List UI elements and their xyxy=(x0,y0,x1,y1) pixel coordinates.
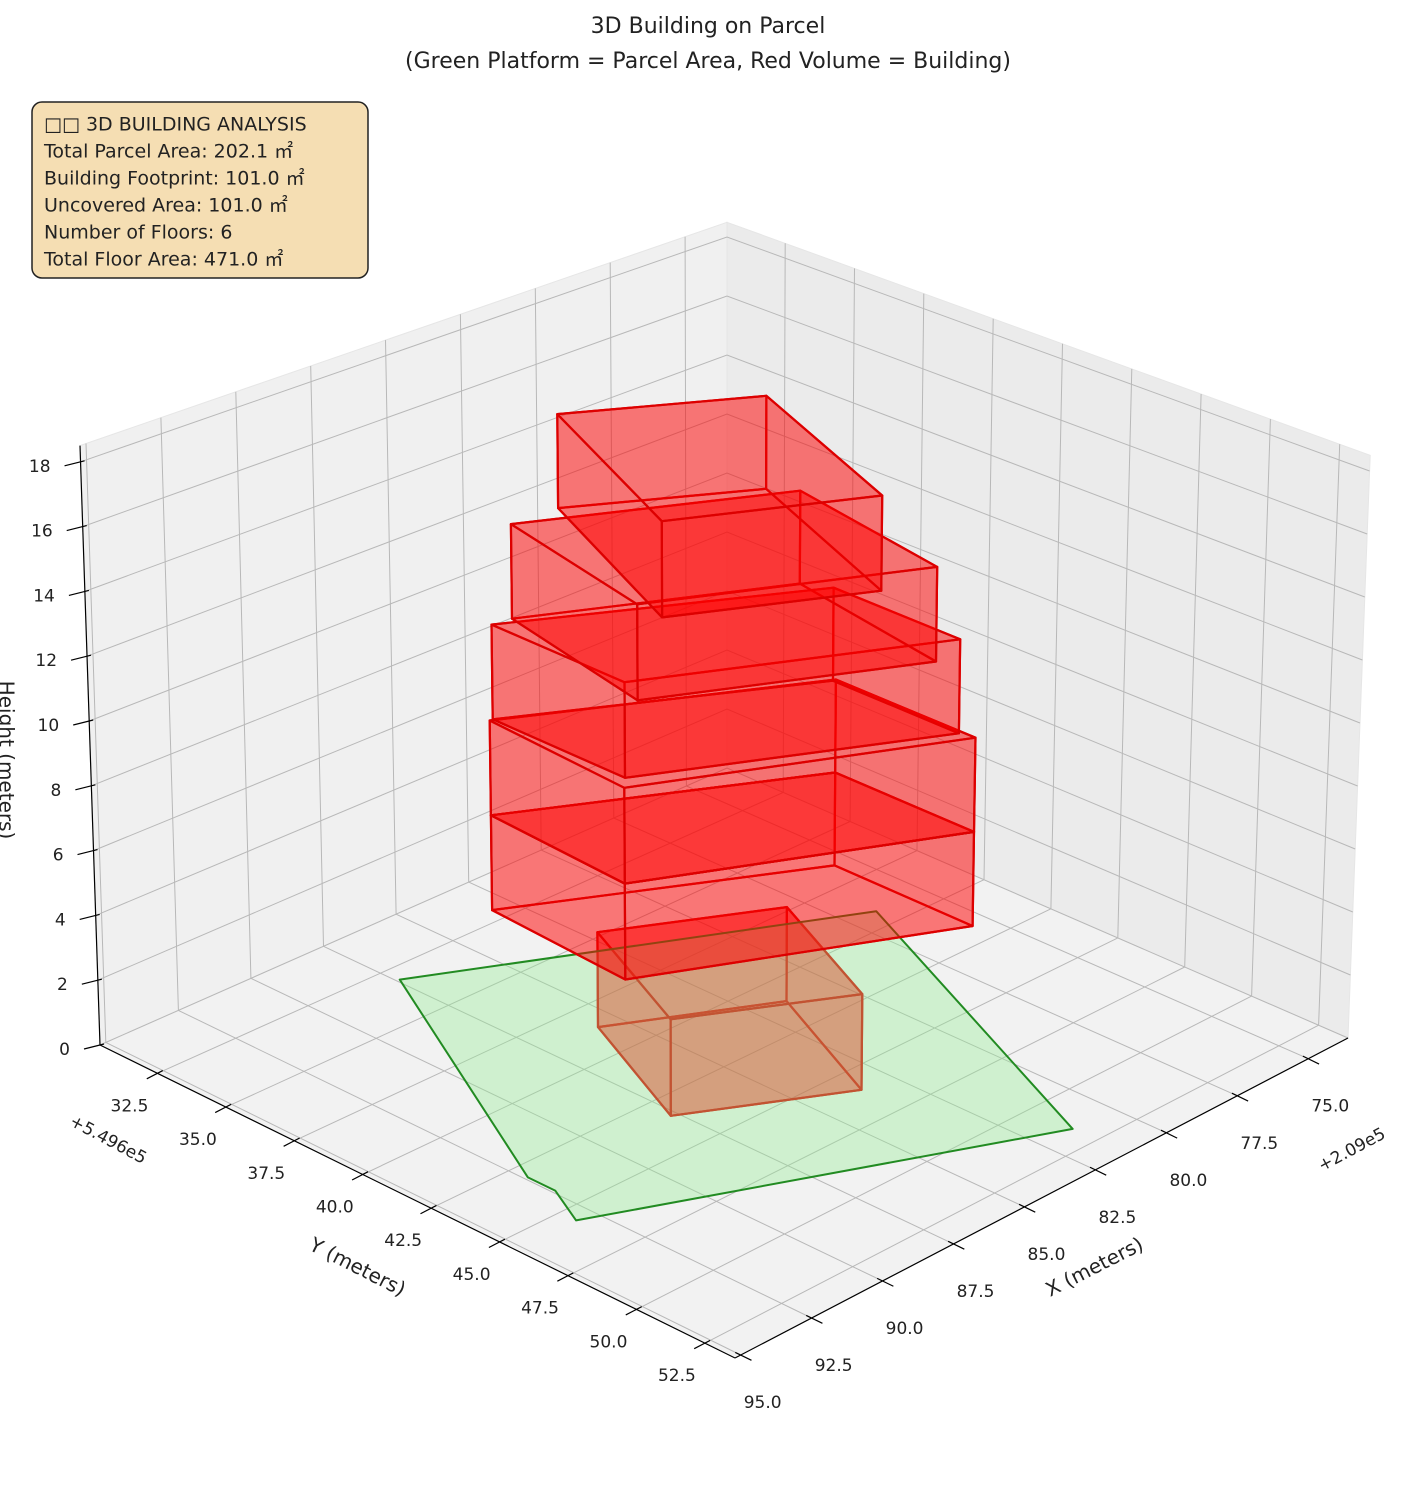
x-tick-label: 92.5 xyxy=(815,1356,853,1376)
y-axis-line xyxy=(99,1044,736,1359)
x-tick xyxy=(1231,1092,1249,1102)
y-tick-label: 35.0 xyxy=(179,1130,217,1150)
x-tick xyxy=(947,1240,965,1250)
marks xyxy=(398,394,1074,1222)
grid-line xyxy=(82,295,1368,535)
z-tick xyxy=(79,913,100,920)
x-offset-label: +2.09e5 xyxy=(1315,1124,1389,1176)
x-tick xyxy=(1089,1166,1107,1176)
y-tick-label: 37.5 xyxy=(247,1164,285,1184)
x-tick-label: 75.0 xyxy=(1311,1097,1349,1117)
grid-line xyxy=(80,236,1370,472)
x-tick xyxy=(1302,1055,1320,1065)
z-tick-label: 2 xyxy=(57,975,68,995)
y-tick-label: 40.0 xyxy=(316,1198,354,1218)
x-tick-label: 77.5 xyxy=(1240,1134,1278,1154)
grid-line xyxy=(95,649,1353,916)
x-tick-label: 90.0 xyxy=(886,1319,924,1339)
grid-line xyxy=(86,413,1363,661)
grid-line xyxy=(97,708,1351,981)
x-tick xyxy=(1160,1129,1178,1139)
chart-subtitle: (Green Platform = Parcel Area, Red Volum… xyxy=(405,49,1011,74)
z-tick xyxy=(64,460,85,467)
y-tick-label: 42.5 xyxy=(384,1231,422,1251)
y-offset-label: +5.496e5 xyxy=(66,1111,150,1168)
y-tick xyxy=(283,1137,300,1147)
info-box-title: □□ 3D BUILDING ANALYSIS xyxy=(44,114,307,136)
grid-line xyxy=(84,354,1365,598)
x-tick xyxy=(876,1277,894,1287)
y-tick xyxy=(351,1171,369,1181)
z-tick xyxy=(73,719,94,726)
x-tick xyxy=(1018,1203,1036,1213)
z-tick-label: 6 xyxy=(53,846,64,866)
z-axis-label: Height (meters) xyxy=(0,681,19,840)
y-tick-label: 32.5 xyxy=(111,1096,149,1116)
grid-line xyxy=(89,472,1361,724)
y-tick xyxy=(693,1339,711,1350)
y-tick xyxy=(557,1272,574,1282)
y-tick xyxy=(625,1306,643,1316)
y-tick-label: 52.5 xyxy=(658,1366,696,1386)
axes: 75.0 77.5 80.0 82.5 85.0 87.5 90.0 92.5 95.0 32.5… xyxy=(29,445,1349,1413)
z-tick-label: 12 xyxy=(35,651,57,671)
x-tick-label: 80.0 xyxy=(1169,1171,1207,1191)
z-tick-label: 0 xyxy=(59,1040,70,1060)
x-tick-label: 82.5 xyxy=(1098,1208,1136,1228)
x-axis-label: X (meters) xyxy=(1042,1232,1148,1302)
z-tick-label: 8 xyxy=(51,781,62,801)
z-tick xyxy=(70,654,92,661)
x-tick xyxy=(805,1314,823,1324)
grid-line xyxy=(91,531,1358,787)
y-tick-label: 47.5 xyxy=(521,1299,559,1319)
x-tick xyxy=(735,1351,752,1361)
z-tick-label: 14 xyxy=(33,586,55,606)
chart-title: 3D Building on Parcel xyxy=(591,14,826,39)
z-tick xyxy=(83,1043,105,1050)
z-tick xyxy=(75,784,96,791)
floor-top xyxy=(556,394,884,523)
z-tick xyxy=(66,525,87,532)
info-box-background xyxy=(31,101,369,279)
z-tick xyxy=(77,849,98,856)
y-tick xyxy=(488,1238,506,1249)
z-tick-label: 10 xyxy=(38,716,60,736)
z-tick-label: 4 xyxy=(55,910,66,930)
info-box-line: Number of Floors: 6 xyxy=(44,222,232,244)
info-box-line: Total Floor Area: 471.0 ㎡ xyxy=(43,248,283,271)
x-tick-label: 95.0 xyxy=(744,1393,782,1413)
grid-line xyxy=(99,767,1349,1046)
z-tick-label: 16 xyxy=(31,522,53,542)
info-box-line: Uncovered Area: 101.0 ㎡ xyxy=(44,194,288,217)
y-tick xyxy=(420,1204,437,1215)
y-tick xyxy=(214,1103,232,1114)
grid-line xyxy=(93,590,1356,852)
z-tick-label: 18 xyxy=(29,457,51,477)
info-box-line: Total Parcel Area: 202.1 ㎡ xyxy=(43,140,293,163)
y-tick-label: 50.0 xyxy=(590,1332,628,1352)
z-axis-line xyxy=(79,445,101,1046)
z-tick xyxy=(68,589,90,596)
x-tick-label: 87.5 xyxy=(957,1282,995,1302)
floor-top xyxy=(509,489,939,606)
y-tick-label: 45.0 xyxy=(453,1265,491,1285)
info-box-line: Building Footprint: 101.0 ㎡ xyxy=(44,167,305,190)
z-tick xyxy=(81,978,102,985)
grid xyxy=(80,236,1370,1356)
y-tick xyxy=(146,1069,164,1080)
x-tick-label: 85.0 xyxy=(1028,1245,1066,1265)
parcel xyxy=(398,910,1074,1222)
x-axis-line xyxy=(734,1037,1349,1359)
info-box: □□ 3D BUILDING ANALYSIS Total Parcel Area… xyxy=(31,101,369,279)
